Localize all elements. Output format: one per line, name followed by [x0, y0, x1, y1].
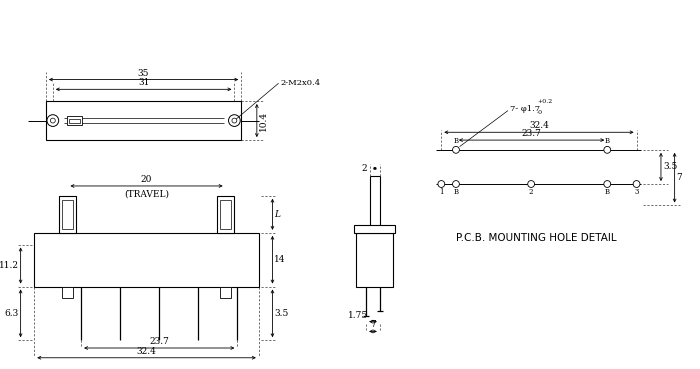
Bar: [62, 286, 74, 298]
Text: 31: 31: [138, 78, 149, 87]
Text: P.C.B. MOUNTING HOLE DETAIL: P.C.B. MOUNTING HOLE DETAIL: [456, 233, 617, 243]
Text: 3: 3: [634, 189, 638, 196]
Text: 14: 14: [274, 255, 286, 264]
Text: 7- φ1.7: 7- φ1.7: [510, 105, 540, 113]
Circle shape: [47, 115, 59, 127]
Text: 2-M2x0.4: 2-M2x0.4: [280, 79, 321, 87]
Bar: [59, 196, 76, 233]
Circle shape: [438, 180, 444, 187]
Bar: [34, 233, 259, 286]
Text: 23.7: 23.7: [522, 129, 542, 138]
Bar: [356, 233, 393, 286]
Text: B: B: [454, 138, 458, 145]
Text: 1.75: 1.75: [348, 311, 368, 320]
Text: 20: 20: [141, 175, 152, 184]
Bar: [220, 200, 232, 229]
Text: 7: 7: [677, 173, 682, 182]
Bar: [354, 225, 395, 233]
Text: 35: 35: [138, 69, 149, 77]
Text: +0.2: +0.2: [537, 99, 552, 104]
Circle shape: [633, 180, 640, 187]
Circle shape: [232, 118, 237, 123]
Bar: [69, 118, 80, 123]
Text: 23.7: 23.7: [149, 337, 169, 346]
Bar: [46, 101, 242, 140]
Circle shape: [228, 115, 240, 127]
Bar: [62, 200, 74, 229]
Text: L: L: [274, 210, 281, 219]
Text: B: B: [605, 189, 610, 196]
Text: -0: -0: [537, 110, 543, 115]
Bar: [67, 116, 82, 125]
Text: 6.3: 6.3: [4, 309, 19, 318]
Circle shape: [453, 146, 459, 153]
Text: 7: 7: [370, 320, 376, 330]
Circle shape: [453, 180, 459, 187]
Text: 3.5: 3.5: [274, 309, 289, 318]
Bar: [220, 286, 232, 298]
Text: 11.2: 11.2: [0, 261, 19, 270]
Text: B: B: [454, 189, 458, 196]
Text: 2: 2: [529, 189, 533, 196]
Text: 10.4: 10.4: [259, 110, 268, 131]
Text: (TRAVEL): (TRAVEL): [124, 190, 169, 199]
Circle shape: [50, 118, 55, 123]
Circle shape: [604, 146, 610, 153]
Bar: [217, 196, 234, 233]
Circle shape: [528, 180, 535, 187]
Text: 3.5: 3.5: [663, 162, 678, 172]
Text: 32.4: 32.4: [529, 121, 549, 130]
Circle shape: [604, 180, 610, 187]
Text: 2: 2: [361, 164, 367, 173]
Text: 1: 1: [439, 189, 444, 196]
Text: B: B: [605, 138, 610, 145]
Text: 32.4: 32.4: [136, 347, 157, 356]
